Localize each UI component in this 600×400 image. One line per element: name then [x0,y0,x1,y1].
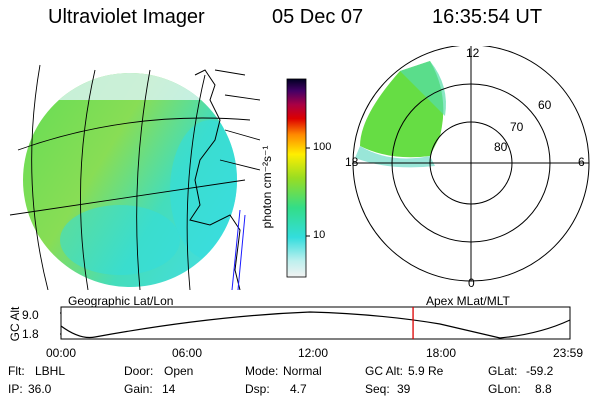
door-value: Open [164,364,194,378]
xtick-1200: 12:00 [298,346,329,360]
colorbar-tick-100: 100 [313,141,332,153]
xtick-0600: 06:00 [172,346,203,360]
ip-value: 36.0 [28,382,52,396]
colorbar-label: photon cm⁻²s⁻¹ [260,145,274,229]
polar-grid [352,46,590,282]
mlt-label-6: 6 [578,155,585,169]
altitude-plot [60,306,571,340]
lat-label-70: 70 [510,120,524,134]
lat-lon-grid [9,64,251,290]
mlt-label-0: 0 [468,276,475,290]
geographic-map [9,64,260,290]
flt-value: LBHL [35,364,66,378]
gc-alt-value: 5.9 Re [408,364,444,378]
polar-mlt-plot [352,46,590,282]
geographic-panel-label: Geographic Lat/Lon [68,294,174,308]
lat-label-60: 60 [538,98,552,112]
mlt-label-12: 12 [466,46,480,60]
colorbar-tick-10: 10 [313,229,326,241]
mlt-label-18: 18 [345,155,359,169]
glat-value: -59.2 [526,364,554,378]
dsp-label: Dsp: [245,382,270,396]
altitude-axis-label: GC Alt [8,306,22,342]
lat-label-80: 80 [494,140,508,154]
instrument-title: Ultraviolet Imager [48,6,205,28]
altitude-curve [60,311,571,339]
dsp-value: 4.7 [290,382,307,396]
xtick-2359: 23:59 [553,346,584,360]
gain-label: Gain: [124,382,153,396]
seq-value: 39 [397,382,411,396]
altitude-ymin: 1.8 [22,327,39,341]
seq-label: Seq: [365,382,390,396]
xtick-1800: 18:00 [426,346,457,360]
coastline [189,69,241,290]
time-label: 16:35:54 UT [432,6,543,28]
glon-value: 8.8 [535,382,552,396]
xtick-0000: 00:00 [46,346,77,360]
mode-label: Mode: [245,364,279,378]
apex-panel-label: Apex MLat/MLT [426,294,510,308]
color-scale-bar [286,78,310,278]
altitude-ymax: 9.0 [22,308,39,322]
flt-label: Flt: [8,364,25,378]
mode-value: Normal [283,364,322,378]
gain-value: 14 [162,382,176,396]
glat-label: GLat: [488,364,518,378]
door-label: Door: [124,364,154,378]
gc-alt-label: GC Alt: [365,364,404,378]
date-label: 05 Dec 07 [272,6,364,28]
ip-label: IP: [8,382,23,396]
glon-label: GLon: [488,382,521,396]
